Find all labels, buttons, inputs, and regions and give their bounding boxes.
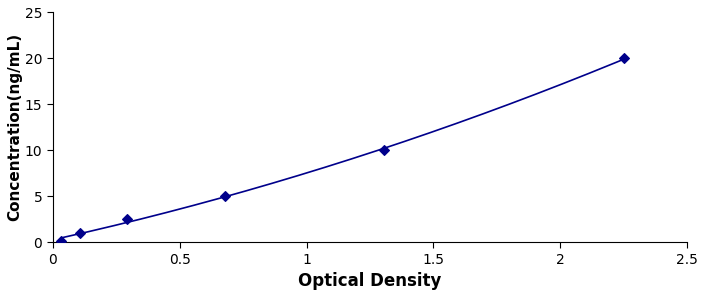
X-axis label: Optical Density: Optical Density <box>298 272 441 290</box>
Y-axis label: Concentration(ng/mL): Concentration(ng/mL) <box>7 33 22 221</box>
